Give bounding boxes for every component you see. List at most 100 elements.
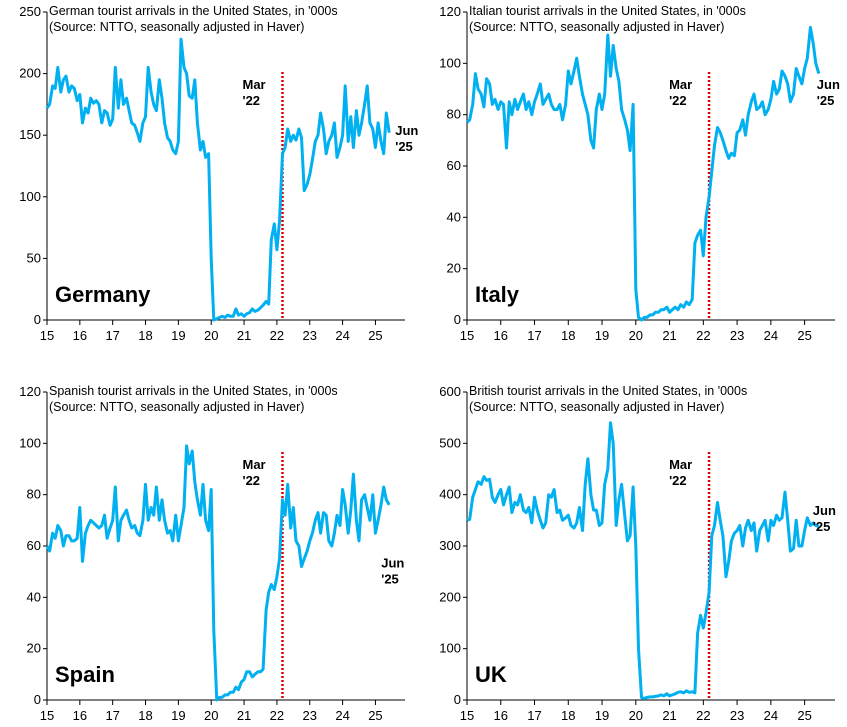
country-label: Spain bbox=[55, 662, 115, 687]
x-tick-label: 18 bbox=[561, 328, 575, 343]
y-tick-label: 100 bbox=[19, 435, 41, 450]
y-tick-label: 100 bbox=[439, 55, 461, 70]
x-tick-label: 20 bbox=[629, 328, 643, 343]
annotation: '22 bbox=[669, 93, 687, 108]
annotation: '22 bbox=[242, 93, 260, 108]
x-tick-label: 23 bbox=[730, 708, 744, 723]
x-tick-label: 15 bbox=[460, 328, 474, 343]
x-tick-label: 18 bbox=[138, 708, 152, 723]
x-tick-label: 20 bbox=[204, 328, 218, 343]
x-tick-label: 23 bbox=[303, 328, 317, 343]
country-label: Germany bbox=[55, 282, 151, 307]
annotation: '22 bbox=[242, 473, 260, 488]
chart-title: British tourist arrivals in the United S… bbox=[469, 384, 747, 398]
x-tick-label: 18 bbox=[561, 708, 575, 723]
y-tick-label: 400 bbox=[439, 487, 461, 502]
end-label: Jun bbox=[813, 503, 836, 518]
x-tick-label: 15 bbox=[40, 328, 54, 343]
x-tick-label: 15 bbox=[460, 708, 474, 723]
end-label: '25 bbox=[381, 572, 399, 587]
x-tick-label: 21 bbox=[662, 328, 676, 343]
chart-subtitle: (Source: NTTO, seasonally adjusted in Ha… bbox=[49, 20, 304, 34]
x-tick-label: 20 bbox=[629, 708, 643, 723]
end-label: Jun bbox=[817, 77, 840, 92]
data-line bbox=[465, 25, 821, 322]
annotation: '22 bbox=[669, 473, 687, 488]
y-tick-label: 300 bbox=[439, 538, 461, 553]
y-tick-label: 40 bbox=[27, 589, 41, 604]
x-tick-label: 23 bbox=[303, 708, 317, 723]
x-tick-label: 17 bbox=[527, 328, 541, 343]
chart-title: German tourist arrivals in the United St… bbox=[49, 4, 338, 18]
x-tick-label: 24 bbox=[764, 708, 778, 723]
y-tick-label: 0 bbox=[34, 312, 41, 327]
x-tick-label: 24 bbox=[764, 328, 778, 343]
end-label: Jun bbox=[381, 556, 404, 571]
y-tick-label: 20 bbox=[27, 641, 41, 656]
y-tick-label: 100 bbox=[439, 641, 461, 656]
y-tick-label: 0 bbox=[34, 692, 41, 707]
x-tick-label: 15 bbox=[40, 708, 54, 723]
annotation: Mar bbox=[669, 77, 692, 92]
x-tick-label: 17 bbox=[105, 328, 119, 343]
y-tick-label: 0 bbox=[454, 312, 461, 327]
y-tick-label: 0 bbox=[454, 692, 461, 707]
annotation: Mar bbox=[242, 457, 265, 472]
y-tick-label: 100 bbox=[19, 189, 41, 204]
end-label: '25 bbox=[813, 519, 831, 534]
y-tick-label: 120 bbox=[439, 4, 461, 19]
x-tick-label: 16 bbox=[494, 328, 508, 343]
x-tick-label: 24 bbox=[335, 328, 349, 343]
x-tick-label: 19 bbox=[595, 328, 609, 343]
data-line bbox=[466, 421, 820, 700]
x-tick-label: 21 bbox=[237, 328, 251, 343]
x-tick-label: 17 bbox=[105, 708, 119, 723]
y-tick-label: 50 bbox=[27, 250, 41, 265]
annotation: Mar bbox=[242, 77, 265, 92]
y-tick-label: 500 bbox=[439, 435, 461, 450]
data-line bbox=[45, 444, 391, 702]
x-tick-label: 16 bbox=[73, 708, 87, 723]
end-label: '25 bbox=[817, 93, 835, 108]
x-tick-label: 19 bbox=[171, 328, 185, 343]
x-tick-label: 16 bbox=[494, 708, 508, 723]
x-tick-label: 19 bbox=[595, 708, 609, 723]
country-label: Italy bbox=[475, 282, 520, 307]
x-tick-label: 24 bbox=[335, 708, 349, 723]
x-tick-label: 16 bbox=[73, 328, 87, 343]
y-tick-label: 80 bbox=[447, 107, 461, 122]
end-label: Jun bbox=[395, 123, 418, 138]
x-tick-label: 21 bbox=[662, 708, 676, 723]
y-tick-label: 120 bbox=[19, 384, 41, 399]
y-tick-label: 150 bbox=[19, 127, 41, 142]
x-tick-label: 18 bbox=[138, 328, 152, 343]
x-tick-label: 25 bbox=[797, 328, 811, 343]
y-tick-label: 60 bbox=[447, 158, 461, 173]
x-tick-label: 22 bbox=[696, 708, 710, 723]
x-tick-label: 25 bbox=[368, 708, 382, 723]
x-tick-label: 17 bbox=[527, 708, 541, 723]
y-tick-label: 80 bbox=[27, 487, 41, 502]
x-tick-label: 22 bbox=[696, 328, 710, 343]
y-tick-label: 600 bbox=[439, 384, 461, 399]
y-tick-label: 20 bbox=[447, 261, 461, 276]
country-label: UK bbox=[475, 662, 507, 687]
y-tick-label: 60 bbox=[27, 538, 41, 553]
x-tick-label: 22 bbox=[270, 708, 284, 723]
y-tick-label: 200 bbox=[19, 66, 41, 81]
chart-title: Spanish tourist arrivals in the United S… bbox=[49, 384, 338, 398]
annotation: Mar bbox=[669, 457, 692, 472]
x-tick-label: 22 bbox=[270, 328, 284, 343]
y-tick-label: 40 bbox=[447, 209, 461, 224]
end-label: '25 bbox=[395, 139, 413, 154]
data-line bbox=[45, 37, 391, 322]
chart-title: Italian tourist arrivals in the United S… bbox=[469, 4, 746, 18]
y-tick-label: 200 bbox=[439, 589, 461, 604]
x-tick-label: 23 bbox=[730, 328, 744, 343]
x-tick-label: 21 bbox=[237, 708, 251, 723]
chart-subtitle: (Source: NTTO, seasonally adjusted in Ha… bbox=[469, 20, 724, 34]
chart-subtitle: (Source: NTTO, seasonally adjusted in Ha… bbox=[469, 400, 724, 414]
x-tick-label: 25 bbox=[797, 708, 811, 723]
chart-subtitle: (Source: NTTO, seasonally adjusted in Ha… bbox=[49, 400, 304, 414]
